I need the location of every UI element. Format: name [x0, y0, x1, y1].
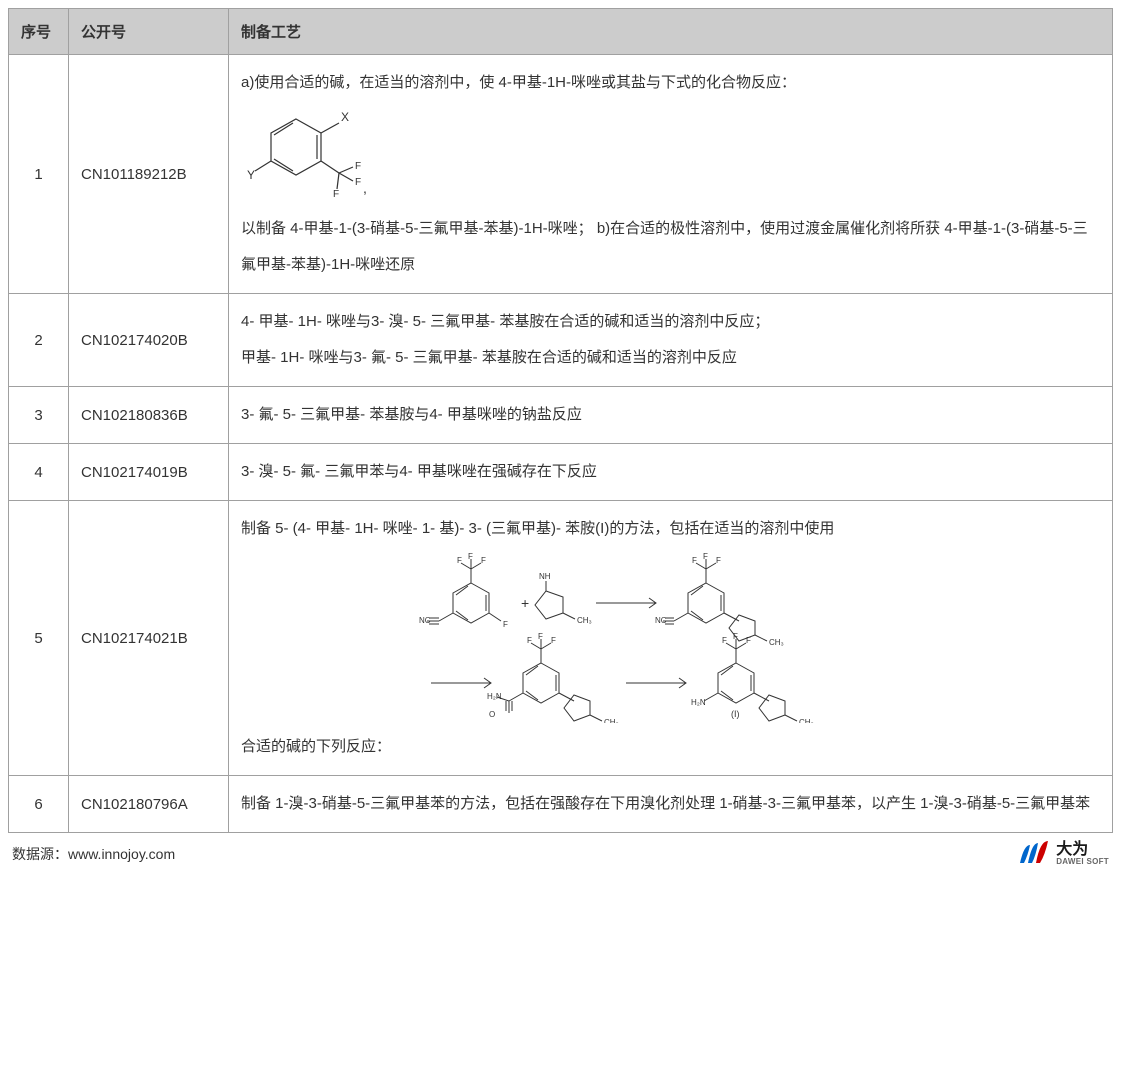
svg-text:F: F — [503, 620, 508, 629]
svg-text:NH: NH — [539, 572, 551, 581]
table-row: 1 CN101189212B a)使用合适的碱，在适当的溶剂中，使 4-甲基-1… — [9, 55, 1113, 294]
table-row: 5 CN102174021B 制备 5- (4- 甲基- 1H- 咪唑- 1- … — [9, 501, 1113, 776]
svg-text:F: F — [468, 553, 473, 561]
source-url: www.innojoy.com — [68, 846, 175, 862]
svg-text:F: F — [457, 556, 462, 565]
svg-text:(I): (I) — [731, 709, 740, 719]
svg-text:O: O — [489, 710, 495, 719]
svg-text:F: F — [355, 177, 361, 188]
proc-cell: 制备 1-溴-3-硝基-5-三氟甲基苯的方法，包括在强酸存在下用溴化剂处理 1-… — [229, 776, 1113, 833]
table-row: 3 CN102180836B 3- 氟- 5- 三氟甲基- 苯基胺与4- 甲基咪… — [9, 387, 1113, 444]
logo-cn: 大为 — [1056, 842, 1109, 858]
pub-cell: CN102180836B — [69, 387, 229, 444]
seq-cell: 3 — [9, 387, 69, 444]
reaction-scheme-icon: + — [411, 553, 931, 723]
table-row: 4 CN102174019B 3- 溴- 5- 氟- 三氟甲苯与4- 甲基咪唑在… — [9, 444, 1113, 501]
svg-text:F: F — [692, 556, 697, 565]
svg-text:CH₃: CH₃ — [799, 718, 814, 723]
logo-icon — [1018, 841, 1052, 867]
proc-text-a: a)使用合适的碱，在适当的溶剂中，使 4-甲基-1H-咪唑或其盐与下式的化合物反… — [241, 65, 1100, 101]
proc-text-a: 制备 5- (4- 甲基- 1H- 咪唑- 1- 基)- 3- (三氟甲基)- … — [241, 511, 1100, 547]
data-source: 数据源：www.innojoy.com — [12, 844, 175, 864]
svg-text:F: F — [551, 636, 556, 645]
svg-text:F: F — [355, 161, 361, 172]
seq-cell: 4 — [9, 444, 69, 501]
patent-table: 序号 公开号 制备工艺 1 CN101189212B a)使用合适的碱，在适当的… — [8, 8, 1113, 833]
svg-text:Y: Y — [247, 168, 255, 182]
col-header-proc: 制备工艺 — [229, 9, 1113, 55]
svg-text:,: , — [363, 180, 367, 196]
seq-cell: 6 — [9, 776, 69, 833]
svg-text:F: F — [481, 556, 486, 565]
table-row: 2 CN102174020B 4- 甲基- 1H- 咪唑与3- 溴- 5- 三氟… — [9, 294, 1113, 387]
svg-text:+: + — [521, 595, 529, 611]
logo: 大为 DAWEI SOFT — [1018, 841, 1109, 867]
proc-text-b: 以制备 4-甲基-1-(3-硝基-5-三氟甲基-苯基)-1H-咪唑； b)在合适… — [241, 211, 1100, 283]
proc-cell: 3- 氟- 5- 三氟甲基- 苯基胺与4- 甲基咪唑的钠盐反应 — [229, 387, 1113, 444]
svg-text:CH₃: CH₃ — [604, 718, 619, 723]
seq-cell: 1 — [9, 55, 69, 294]
seq-cell: 5 — [9, 501, 69, 776]
svg-text:CH₃: CH₃ — [577, 616, 592, 625]
pub-cell: CN102174020B — [69, 294, 229, 387]
svg-text:H₂N: H₂N — [487, 692, 502, 701]
pub-cell: CN102180796A — [69, 776, 229, 833]
svg-text:NC: NC — [655, 616, 667, 625]
footer: 数据源：www.innojoy.com 大为 DAWEI SOFT — [8, 833, 1113, 867]
svg-text:F: F — [703, 553, 708, 561]
proc-cell: 制备 5- (4- 甲基- 1H- 咪唑- 1- 基)- 3- (三氟甲基)- … — [229, 501, 1113, 776]
svg-text:F: F — [746, 636, 751, 645]
svg-text:NC: NC — [419, 616, 431, 625]
col-header-pub: 公开号 — [69, 9, 229, 55]
svg-text:X: X — [341, 110, 349, 124]
svg-text:F: F — [527, 636, 532, 645]
proc-text-b: 合适的碱的下列反应： — [241, 738, 391, 755]
svg-text:F: F — [722, 636, 727, 645]
svg-text:F: F — [733, 632, 738, 641]
seq-cell: 2 — [9, 294, 69, 387]
svg-text:F: F — [716, 556, 721, 565]
svg-text:F: F — [333, 189, 339, 200]
svg-text:F: F — [538, 632, 543, 641]
table-row: 6 CN102180796A 制备 1-溴-3-硝基-5-三氟甲基苯的方法，包括… — [9, 776, 1113, 833]
source-label: 数据源： — [12, 846, 68, 862]
proc-cell: 3- 溴- 5- 氟- 三氟甲苯与4- 甲基咪唑在强碱存在下反应 — [229, 444, 1113, 501]
logo-text: 大为 DAWEI SOFT — [1056, 842, 1109, 866]
logo-en: DAWEI SOFT — [1056, 858, 1109, 866]
chemical-structure-icon: X Y F F F , — [241, 101, 371, 211]
pub-cell: CN102174019B — [69, 444, 229, 501]
col-header-seq: 序号 — [9, 9, 69, 55]
table-header-row: 序号 公开号 制备工艺 — [9, 9, 1113, 55]
pub-cell: CN101189212B — [69, 55, 229, 294]
proc-cell: a)使用合适的碱，在适当的溶剂中，使 4-甲基-1H-咪唑或其盐与下式的化合物反… — [229, 55, 1113, 294]
svg-text:CH₃: CH₃ — [769, 638, 784, 647]
proc-cell: 4- 甲基- 1H- 咪唑与3- 溴- 5- 三氟甲基- 苯基胺在合适的碱和适当… — [229, 294, 1113, 387]
pub-cell: CN102174021B — [69, 501, 229, 776]
svg-text:H₂N: H₂N — [691, 698, 706, 707]
